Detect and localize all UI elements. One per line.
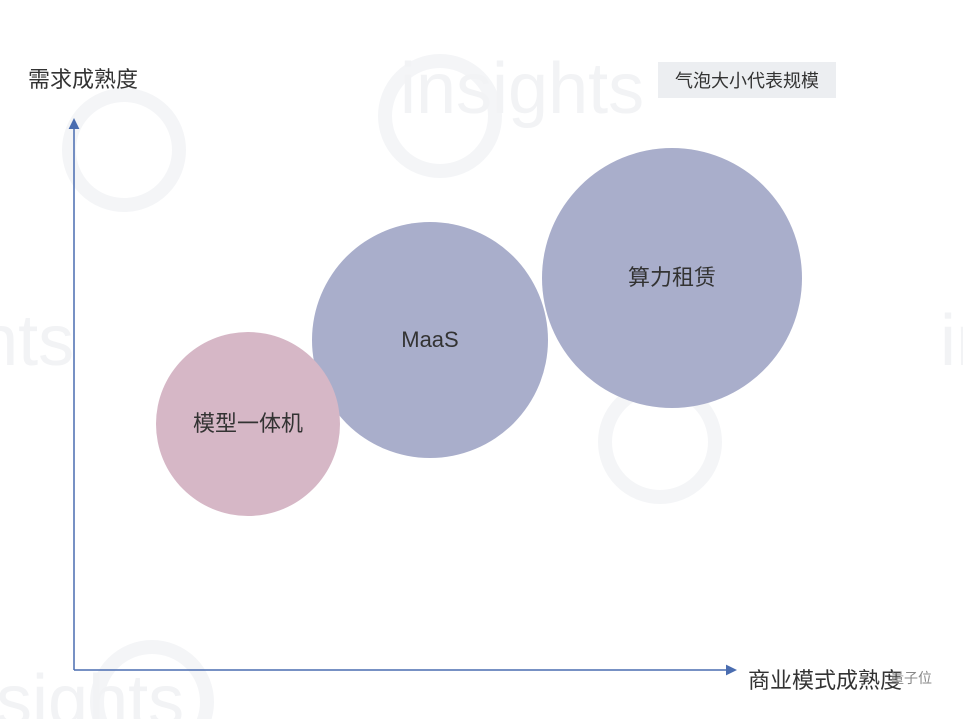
x-axis-label: 商业模式成熟度	[748, 663, 902, 695]
chart-stage: insightsinsightsinsightsinsights 需求成熟度 气…	[0, 0, 963, 719]
bubble-compute-rental: 算力租赁	[542, 148, 802, 408]
source-credit: 量子位	[890, 668, 932, 688]
bubble-label: 模型一体机	[185, 404, 311, 444]
bubble-label: 算力租赁	[620, 258, 724, 298]
bubble-model-appliance: 模型一体机	[156, 332, 340, 516]
bubble-label: MaaS	[393, 320, 466, 360]
bubble-maas: MaaS	[312, 222, 548, 458]
